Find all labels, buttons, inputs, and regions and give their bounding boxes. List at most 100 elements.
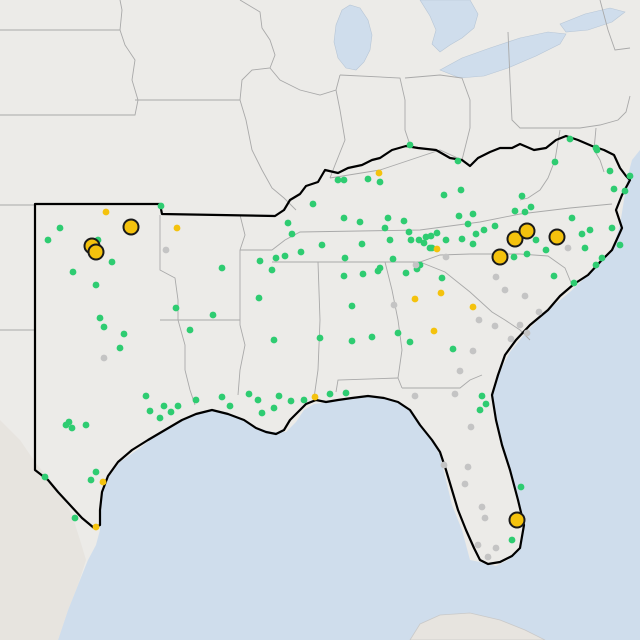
marker-green[interactable] [348, 337, 356, 345]
marker-green[interactable] [457, 186, 465, 194]
marker-green[interactable] [186, 326, 194, 334]
marker-green[interactable] [621, 187, 629, 195]
marker-green[interactable] [521, 208, 529, 216]
marker-green[interactable] [394, 329, 402, 337]
marker-green[interactable] [593, 146, 601, 154]
marker-green[interactable] [400, 217, 408, 225]
marker-green[interactable] [68, 424, 76, 432]
marker-gray[interactable] [469, 347, 477, 355]
marker-green[interactable] [405, 228, 413, 236]
marker-green[interactable] [348, 302, 356, 310]
marker-green[interactable] [427, 232, 435, 240]
marker-gray[interactable] [481, 514, 489, 522]
marker-gray[interactable] [412, 261, 420, 269]
marker-green[interactable] [532, 236, 540, 244]
marker-green[interactable] [56, 224, 64, 232]
marker-yellow[interactable] [411, 295, 419, 303]
marker-green[interactable] [626, 172, 634, 180]
marker-yellow[interactable] [311, 393, 319, 401]
marker-yellow[interactable] [437, 289, 445, 297]
marker-gray[interactable] [535, 308, 543, 316]
marker-green[interactable] [606, 167, 614, 175]
marker-gray[interactable] [461, 480, 469, 488]
marker-green[interactable] [142, 392, 150, 400]
marker-green[interactable] [442, 236, 450, 244]
marker-green[interactable] [160, 402, 168, 410]
marker-green[interactable] [288, 230, 296, 238]
marker-green[interactable] [455, 212, 463, 220]
marker-green[interactable] [334, 176, 342, 184]
marker-green[interactable] [426, 244, 434, 252]
marker-gray[interactable] [474, 541, 482, 549]
marker-green[interactable] [44, 236, 52, 244]
marker-green[interactable] [254, 396, 262, 404]
marker-green[interactable] [415, 236, 423, 244]
marker-green[interactable] [517, 483, 525, 491]
marker-green[interactable] [449, 345, 457, 353]
marker-green[interactable] [69, 268, 77, 276]
marker-green[interactable] [226, 402, 234, 410]
marker-gray[interactable] [484, 553, 492, 561]
marker-green[interactable] [174, 402, 182, 410]
marker-green[interactable] [92, 468, 100, 476]
marker-green[interactable] [256, 257, 264, 265]
marker-green[interactable] [608, 224, 616, 232]
marker-green[interactable] [610, 185, 618, 193]
marker-yellow[interactable] [469, 303, 477, 311]
marker-green[interactable] [358, 240, 366, 248]
marker-yellow[interactable] [430, 327, 438, 335]
marker-green[interactable] [458, 235, 466, 243]
marker-green[interactable] [454, 157, 462, 165]
marker-green[interactable] [255, 294, 263, 302]
marker-green[interactable] [359, 270, 367, 278]
marker-green[interactable] [272, 254, 280, 262]
marker-green[interactable] [284, 219, 292, 227]
marker-green[interactable] [342, 389, 350, 397]
marker-green[interactable] [438, 274, 446, 282]
marker-yellow[interactable] [99, 478, 107, 486]
marker-green[interactable] [491, 222, 499, 230]
marker-green[interactable] [120, 330, 128, 338]
marker-gray[interactable] [475, 316, 483, 324]
marker-green[interactable] [508, 536, 516, 544]
marker-green[interactable] [157, 202, 165, 210]
marker-green[interactable] [420, 239, 428, 247]
marker-gray[interactable] [467, 423, 475, 431]
marker-green[interactable] [364, 175, 372, 183]
marker-green[interactable] [578, 230, 586, 238]
marker-green[interactable] [523, 250, 531, 258]
marker-green[interactable] [510, 253, 518, 261]
marker-gray[interactable] [451, 390, 459, 398]
marker-gray[interactable] [390, 301, 398, 309]
marker-green[interactable] [406, 141, 414, 149]
marker-green[interactable] [218, 393, 226, 401]
marker-green[interactable] [616, 241, 624, 249]
marker-green[interactable] [440, 191, 448, 199]
marker-green[interactable] [542, 246, 550, 254]
marker-gray[interactable] [100, 354, 108, 362]
marker-green[interactable] [518, 192, 526, 200]
marker-gray[interactable] [491, 322, 499, 330]
marker-green[interactable] [472, 230, 480, 238]
marker-green[interactable] [586, 226, 594, 234]
marker-green[interactable] [527, 203, 535, 211]
marker-green[interactable] [433, 229, 441, 237]
marker-green[interactable] [245, 390, 253, 398]
marker-green[interactable] [550, 272, 558, 280]
marker-large-yellow[interactable] [87, 243, 105, 261]
marker-green[interactable] [96, 314, 104, 322]
marker-gray[interactable] [442, 253, 450, 261]
marker-green[interactable] [172, 304, 180, 312]
marker-yellow[interactable] [92, 523, 100, 531]
marker-green[interactable] [316, 334, 324, 342]
marker-green[interactable] [258, 409, 266, 417]
marker-green[interactable] [381, 224, 389, 232]
marker-green[interactable] [318, 241, 326, 249]
marker-green[interactable] [326, 390, 334, 398]
marker-green[interactable] [570, 279, 578, 287]
marker-green[interactable] [65, 418, 73, 426]
marker-green[interactable] [598, 254, 606, 262]
marker-green[interactable] [340, 272, 348, 280]
marker-gray[interactable] [492, 273, 500, 281]
marker-green[interactable] [386, 236, 394, 244]
